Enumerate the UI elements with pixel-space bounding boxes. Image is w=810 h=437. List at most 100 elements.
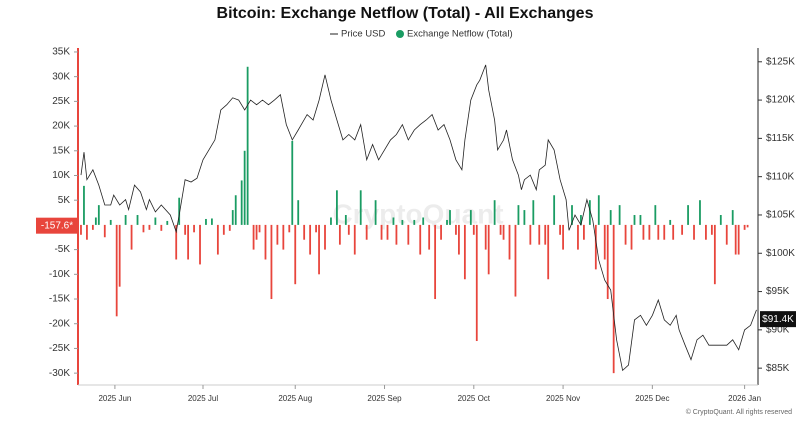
netflow-bar <box>422 217 425 225</box>
netflow-bar <box>693 224 695 240</box>
y2-tick-label: $115K <box>766 133 795 144</box>
netflow-bar <box>606 224 609 300</box>
netflow-bar <box>115 224 118 317</box>
x-tick-label: 2025 Sep <box>367 394 402 403</box>
netflow-bar <box>303 224 306 240</box>
netflow-bar <box>517 205 520 225</box>
netflow-bar <box>347 224 350 235</box>
netflow-bar <box>297 200 300 225</box>
price-line <box>80 64 757 372</box>
x-tick-label: 2025 Jun <box>98 394 131 403</box>
netflow-bar <box>193 224 195 233</box>
netflow-bar <box>205 218 207 225</box>
netflow-bar <box>472 224 475 235</box>
netflow-bar <box>255 224 258 240</box>
netflow-bar <box>199 224 201 265</box>
netflow-bar <box>187 224 190 260</box>
netflow-bar <box>130 224 133 250</box>
netflow-bar <box>571 205 573 225</box>
netflow-bar <box>336 190 338 225</box>
x-tick-label: 2026 Jan <box>728 394 761 403</box>
footer: © CryptoQuant. All rights reserved <box>686 408 792 416</box>
netflow-bar <box>663 224 666 240</box>
netflow-bar <box>413 219 416 225</box>
netflow-bar <box>484 224 487 250</box>
netflow-bar <box>228 224 231 231</box>
netflow-bar <box>538 224 541 245</box>
y2-tick-label: $120K <box>766 95 795 106</box>
netflow-bar <box>380 224 383 240</box>
netflow-bar <box>705 224 707 240</box>
legend-dot <box>396 30 404 38</box>
x-tick-label: 2025 Oct <box>458 394 491 403</box>
netflow-bar <box>252 224 255 250</box>
netflow-bar <box>532 200 535 225</box>
netflow-bar <box>681 224 684 235</box>
netflow-bar <box>487 224 490 275</box>
y-tick-label: -10K <box>49 269 70 280</box>
netflow-bar <box>148 224 151 230</box>
netflow-bar <box>109 219 112 225</box>
netflow-bar <box>240 180 243 225</box>
netflow-bar <box>309 224 312 255</box>
netflow-bar <box>597 195 600 225</box>
y-tick-label: -5K <box>54 244 70 255</box>
netflow-bar <box>243 150 246 225</box>
netflow-bar <box>508 224 511 260</box>
netflow-bar <box>544 224 547 245</box>
netflow-bar <box>458 224 460 255</box>
netflow-bar <box>330 217 332 225</box>
netflow-bar <box>353 224 356 255</box>
netflow-bar <box>103 224 106 238</box>
netflow-bar <box>154 217 157 225</box>
y-tick-label: 20K <box>52 121 70 132</box>
netflow-bar <box>291 140 294 225</box>
netflow-bar <box>282 224 285 250</box>
netflow-bar <box>446 219 448 225</box>
netflow-bar <box>374 200 377 225</box>
netflow-bar <box>580 215 582 225</box>
netflow-bar <box>324 224 326 250</box>
y-tick-label: -20K <box>49 318 70 329</box>
netflow-bar <box>216 224 219 255</box>
netflow-bar <box>449 210 451 225</box>
x-tick-label: 2025 Aug <box>278 394 312 403</box>
netflow-bar <box>469 210 472 225</box>
netflow-bar <box>344 215 347 225</box>
netflow-bar <box>669 219 672 225</box>
y2-tick-label: $90K <box>766 324 790 335</box>
y2-tick-label: $110K <box>766 171 795 182</box>
netflow-bar <box>142 224 145 233</box>
netflow-bar <box>178 197 181 225</box>
netflow-bar <box>264 224 267 260</box>
netflow-bar <box>731 210 734 225</box>
netflow-bar <box>160 224 163 231</box>
netflow-bar <box>184 224 187 235</box>
netflow-bar <box>231 210 234 225</box>
watermark: CryptoQuant <box>332 198 503 229</box>
y-tick-label: 5K <box>58 195 71 206</box>
netflow-bar <box>80 224 82 235</box>
netflow-bar <box>725 224 728 245</box>
netflow-bar <box>270 224 273 300</box>
netflow-bar <box>713 224 716 285</box>
y2-tick-label: $125K <box>766 56 795 67</box>
legend: Price USD Exchange Netflow (Total) <box>330 29 513 40</box>
y-tick-label: -15K <box>49 294 70 305</box>
netflow-bar <box>407 224 410 245</box>
netflow-bar <box>359 190 362 225</box>
netflow-bar <box>136 215 139 225</box>
netflow-bar <box>609 210 612 225</box>
netflow-bar <box>559 224 562 235</box>
netflow-bar <box>612 224 615 374</box>
y-tick-label: -25K <box>49 343 70 354</box>
netflow-bar <box>118 224 121 287</box>
netflow-bar <box>175 224 178 260</box>
netflow-bar <box>386 224 389 240</box>
netflow-bar <box>401 219 404 225</box>
current-price-tag <box>760 311 796 328</box>
netflow-bar <box>475 224 478 342</box>
netflow-bar <box>630 224 633 250</box>
